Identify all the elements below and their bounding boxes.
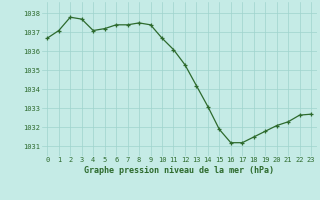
X-axis label: Graphe pression niveau de la mer (hPa): Graphe pression niveau de la mer (hPa) bbox=[84, 166, 274, 175]
